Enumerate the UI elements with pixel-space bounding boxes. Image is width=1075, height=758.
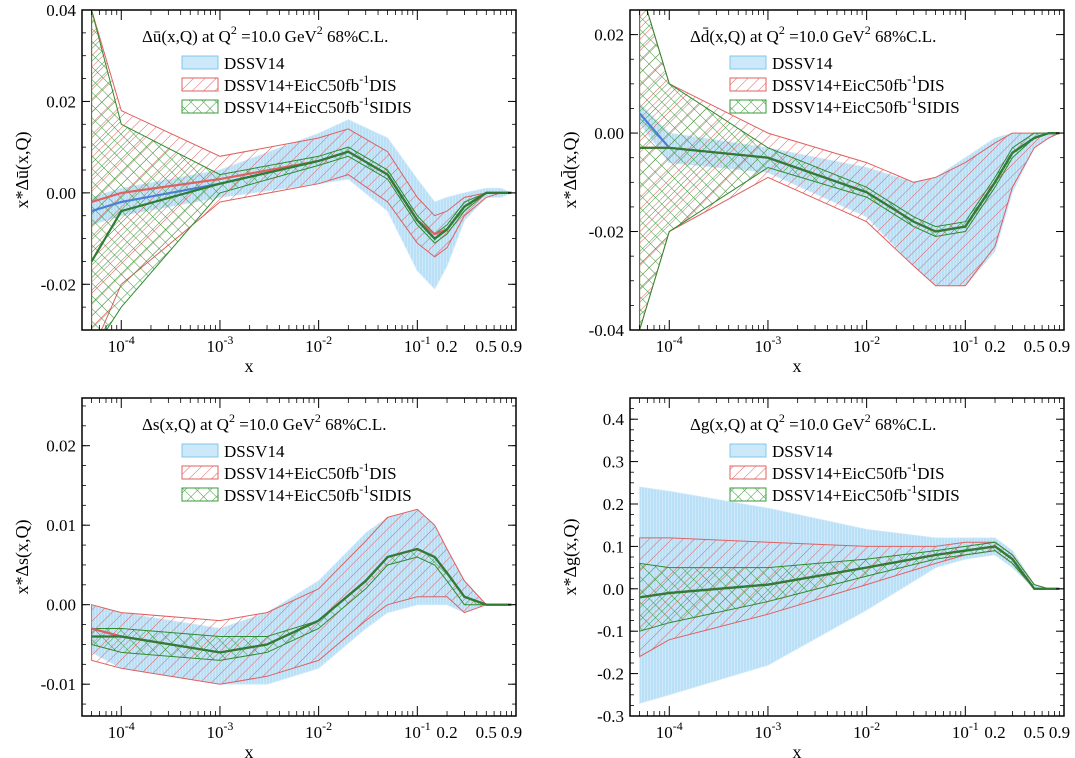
x-tick-label: 10-3: [206, 333, 233, 356]
legend-swatch: [181, 77, 219, 92]
x-axis-label: x: [793, 742, 802, 758]
y-tick-label: -0.04: [589, 321, 625, 340]
sidis-central-line: [91, 547, 512, 654]
sidis-central-line: [639, 545, 1060, 599]
x-tick-label: 10-1: [952, 719, 979, 742]
x-tick-label: 10-2: [305, 719, 332, 742]
x-tick-label: 0.2: [984, 337, 1005, 356]
x-axis-label: x: [245, 742, 254, 758]
legend-swatch: [181, 99, 219, 114]
x-tick-label: 10-2: [853, 333, 880, 356]
plot-frame: [629, 9, 1065, 331]
legend-swatch: [729, 465, 767, 480]
x-tick-label: 0.5: [476, 723, 497, 742]
x-tick-label: 10-2: [853, 719, 880, 742]
panel-title: Δg(x,Q) at Q2 =10.0 GeV2 68%C.L.: [690, 411, 936, 434]
y-tick-label: 0.02: [46, 92, 76, 111]
legend-label: DSSV14+EicC50fb-1SIDIS: [772, 94, 960, 117]
panel-ubar: -0.02 0.00 0.02 0.04 10-4 10-3 10-2 10-1 0.2 0.5 0…: [12, 1, 522, 376]
y-axis-label: x*Δū(x,Q): [12, 131, 33, 208]
legend-label: DSSV14+EicC50fb-1DIS: [772, 72, 945, 95]
x-tick-label: 10-3: [206, 719, 233, 742]
y-tick-label: 0.02: [594, 26, 624, 45]
legend-label: DSSV14+EicC50fb-1DIS: [224, 72, 397, 95]
panel-title: Δs(x,Q) at Q2 =10.0 GeV2 68%C.L.: [142, 411, 387, 434]
legend-swatch: [181, 55, 219, 70]
y-tick-label: 0.00: [46, 596, 76, 615]
legend-swatch: [729, 443, 767, 458]
legend-swatch: [729, 487, 767, 502]
x-tick-label: 0.9: [501, 337, 522, 356]
x-tick-label: 10-1: [404, 719, 431, 742]
y-tick-label: 0.3: [603, 453, 624, 472]
y-tick-label: -0.02: [41, 275, 76, 294]
legend-swatch: [729, 55, 767, 70]
legend-label: DSSV14+EicC50fb-1DIS: [224, 460, 397, 483]
legend-swatch: [729, 77, 767, 92]
y-tick-label: -0.2: [597, 665, 624, 684]
panel-dbar: -0.04 -0.02 0.00 0.02 10-4 10-3 10-2 10-1 0.2 0.5…: [560, 9, 1070, 376]
legend-swatch: [181, 465, 219, 480]
plot-frame: [81, 397, 517, 717]
legend-label: DSSV14+EicC50fb-1SIDIS: [224, 482, 412, 505]
y-tick-label: -0.02: [589, 223, 624, 242]
legend-label: DSSV14+EicC50fb-1SIDIS: [224, 94, 412, 117]
x-tick-label: 10-3: [754, 333, 781, 356]
y-tick-label: 0.00: [594, 124, 624, 143]
x-axis-label: x: [793, 356, 802, 376]
dssv14-band: [91, 119, 513, 290]
x-tick-label: 0.9: [1049, 723, 1070, 742]
x-tick-label: 10-4: [108, 333, 135, 356]
y-tick-label: -0.1: [597, 622, 624, 641]
x-tick-label: 0.2: [436, 337, 457, 356]
x-axis-label: x: [245, 356, 254, 376]
y-tick-label: 0.0: [603, 580, 624, 599]
panel-title: Δd̄(x,Q) at Q2 =10.0 GeV2 68%C.L.: [690, 23, 936, 46]
y-tick-label: 0.04: [46, 1, 76, 20]
x-tick-label: 10-4: [108, 719, 135, 742]
x-tick-label: 0.2: [984, 723, 1005, 742]
x-tick-label: 10-1: [404, 333, 431, 356]
x-tick-label: 10-4: [656, 719, 683, 742]
legend-label: DSSV14+EicC50fb-1SIDIS: [772, 482, 960, 505]
x-tick-label: 10-1: [952, 333, 979, 356]
x-tick-label: 0.5: [476, 337, 497, 356]
y-tick-label: -0.01: [41, 675, 76, 694]
y-tick-label: 0.4: [603, 410, 625, 429]
y-tick-label: 0.1: [603, 537, 624, 556]
legend-label: DSSV14: [772, 54, 833, 73]
x-tick-label: 10-4: [656, 333, 683, 356]
y-axis-label: x*Δs(x,Q): [12, 519, 33, 594]
y-tick-label: 0.01: [46, 516, 76, 535]
sidis-central-line: [639, 132, 1060, 233]
panel-s: -0.01 0.00 0.01 0.02 10-4 10-3 10-2 10-1 0.2 0.5 0…: [12, 397, 522, 758]
x-tick-label: 0.5: [1024, 337, 1045, 356]
dis-band: [91, 508, 512, 685]
x-tick-label: 0.9: [501, 723, 522, 742]
panel-g: -0.3 -0.2 -0.1 0.0 0.1 0.2 0.3 0.4 10-4 10-3 10-2 1…: [560, 397, 1070, 758]
y-axis-label: x*Δd̄(x,Q): [560, 131, 581, 208]
dis-band: [639, 10, 1060, 330]
x-tick-label: 10-2: [305, 333, 332, 356]
legend-label: DSSV14: [224, 442, 285, 461]
x-tick-label: 10-3: [754, 719, 781, 742]
legend-swatch: [181, 443, 219, 458]
y-tick-label: 0.02: [46, 437, 76, 456]
y-tick-label: -0.3: [597, 707, 624, 726]
y-tick-label: 0.00: [46, 184, 76, 203]
legend-swatch: [181, 487, 219, 502]
y-tick-label: 0.2: [603, 495, 624, 514]
legend-label: DSSV14: [772, 442, 833, 461]
legend-label: DSSV14+EicC50fb-1DIS: [772, 460, 945, 483]
x-tick-label: 0.5: [1024, 723, 1045, 742]
panel-title: Δū(x,Q) at Q2 =10.0 GeV2 68%C.L.: [142, 23, 388, 46]
sidis-central-line: [90, 150, 512, 262]
legend-swatch: [729, 99, 767, 114]
legend-label: DSSV14: [224, 54, 285, 73]
y-axis-label: x*Δg(x,Q): [560, 518, 581, 595]
x-tick-label: 0.2: [436, 723, 457, 742]
x-tick-label: 0.9: [1049, 337, 1070, 356]
